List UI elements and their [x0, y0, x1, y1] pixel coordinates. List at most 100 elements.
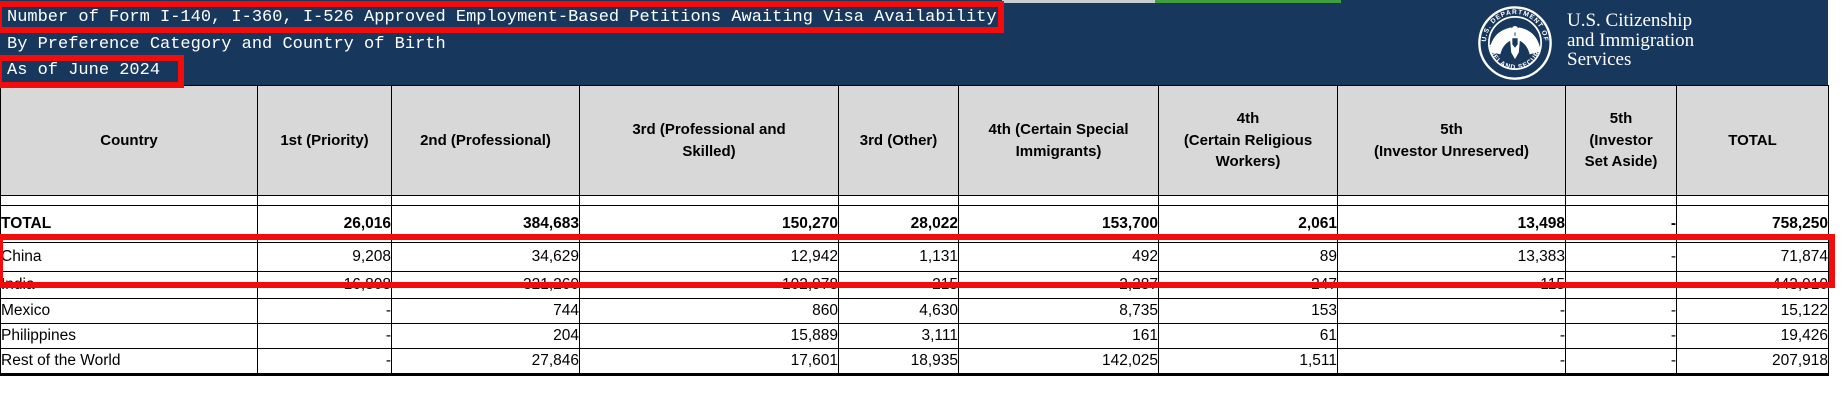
col-header-5th-8: 5th (Investor Set Aside): [1565, 85, 1677, 196]
col-header-country-0: Country: [0, 85, 258, 196]
spacer-cell: [579, 195, 839, 206]
cell-value: 12,942: [579, 242, 839, 272]
cell-value: 492: [958, 242, 1159, 272]
col-header-3rd-professional-and-3: 3rd (Professional and Skilled): [579, 85, 839, 196]
col-header-4th-6: 4th (Certain Religious Workers): [1158, 85, 1338, 196]
spacer-cell: [1337, 195, 1566, 206]
cell-value: 34,629: [391, 242, 580, 272]
cell-value: -: [1565, 205, 1677, 243]
cell-value: 204: [391, 323, 580, 349]
wordmark-line-2: and Immigration: [1567, 29, 1695, 51]
cell-value: 3,111: [838, 323, 959, 349]
cell-value: -: [257, 348, 392, 376]
wordmark-line-1: U.S. Citizenship: [1567, 10, 1693, 31]
row-philippines: Philippines -204 15,889 3,111 161 61- -19,426: [0, 323, 1829, 349]
cell-country: Mexico: [0, 298, 258, 324]
cell-country: India: [0, 271, 258, 299]
cell-value: 17,601: [579, 348, 839, 376]
cell-value: 153,700: [958, 205, 1159, 243]
col-header-4th-certain-special-5: 4th (Certain Special Immigrants): [958, 85, 1159, 196]
cell-value: 26,016: [257, 205, 392, 243]
cell-value: 744: [391, 298, 580, 324]
seal-shield: [1512, 38, 1518, 48]
col-header-total-9: TOTAL: [1676, 85, 1829, 196]
cell-value: -: [1337, 323, 1566, 349]
cell-country: TOTAL: [0, 205, 258, 243]
cell-value: 1,511: [1158, 348, 1338, 376]
cell-value: 207,918: [1676, 348, 1829, 376]
spacer-cell: [1158, 195, 1338, 206]
row-total: TOTAL 26,016 384,683 150,270 28,022 153,700 2,…: [0, 205, 1829, 243]
petition-table: Country 1st (Priority) 2nd (Professional) 3…: [0, 85, 1829, 376]
report-date: As of June 2024: [7, 61, 161, 80]
cell-value: 89: [1158, 242, 1338, 272]
col-header-3rd-other-4: 3rd (Other): [838, 85, 959, 196]
cell-value: 161: [958, 323, 1159, 349]
report-subtitle: By Preference Category and Country of Bi…: [7, 35, 446, 54]
cell-value: 150,270: [579, 205, 839, 243]
cell-value: -: [1337, 298, 1566, 324]
cell-value: -: [257, 298, 392, 324]
row-mexico: Mexico -744 860 4,630 8,735 153- -15,122: [0, 298, 1829, 324]
cell-value: 860: [579, 298, 839, 324]
spacer-cell: [0, 195, 258, 206]
cell-value: 8,735: [958, 298, 1159, 324]
cell-value: -: [1565, 298, 1677, 324]
seal-inner-ring: [1488, 16, 1542, 70]
cell-value: 19,426: [1676, 323, 1829, 349]
cell-country: Philippines: [0, 323, 258, 349]
cell-value: 15,889: [579, 323, 839, 349]
petition-table-body: TOTAL 26,016 384,683 150,270 28,022 153,700 2,…: [0, 195, 1829, 376]
col-header-2nd-professional-2: 2nd (Professional): [391, 85, 580, 196]
cell-value: 443,910: [1676, 271, 1829, 299]
row-china: China 9,208 34,629 12,942 1,131 492 89 13,383-7…: [0, 242, 1829, 272]
spacer-cell: [1565, 195, 1677, 206]
cell-value: 16,808: [257, 271, 392, 299]
spacer-cell: [1676, 195, 1829, 206]
petition-table-head: Country 1st (Priority) 2nd (Professional) 3…: [0, 85, 1829, 196]
report-title: Number of Form I-140, I-360, I-526 Appro…: [7, 8, 997, 27]
cell-value: 28,022: [838, 205, 959, 243]
cell-value: 1,131: [838, 242, 959, 272]
cell-value: 71,874: [1676, 242, 1829, 272]
col-header-1st-priority-1: 1st (Priority): [257, 85, 392, 196]
cell-value: 247: [1158, 271, 1338, 299]
cell-value: -: [1337, 348, 1566, 376]
cell-value: 153: [1158, 298, 1338, 324]
cell-value: 18,935: [838, 348, 959, 376]
cell-value: 384,683: [391, 205, 580, 243]
dhs-seal-icon: U.S. DEPARTMENT OF HOMELAND SECURITY: [1477, 5, 1552, 80]
cell-value: -: [257, 323, 392, 349]
cell-value: -: [1565, 323, 1677, 349]
cell-value: 15,122: [1676, 298, 1829, 324]
wordmark-line-3: Services: [1567, 49, 1632, 70]
cell-value: 115: [1337, 271, 1566, 299]
row-rest-of-the-world: Rest of the World -27,846 17,601 18,935 142,…: [0, 348, 1829, 376]
cell-value: -: [1565, 271, 1677, 299]
cell-value: 27,846: [391, 348, 580, 376]
cell-value: 4,630: [838, 298, 959, 324]
cell-value: -: [1565, 348, 1677, 376]
header-row: Country 1st (Priority) 2nd (Professional) 3…: [0, 85, 1829, 196]
spacer-cell: [391, 195, 580, 206]
spacer-row: [0, 195, 1829, 206]
cell-value: 13,498: [1337, 205, 1566, 243]
cell-value: 13,383: [1337, 242, 1566, 272]
top-edge-green-strip: [1155, 0, 1341, 3]
cell-value: 9,208: [257, 242, 392, 272]
cell-value: 2,287: [958, 271, 1159, 299]
cell-country: Rest of the World: [0, 348, 258, 376]
cell-value: 61: [1158, 323, 1338, 349]
row-india: India 16,808 321,260 102,978 215 2,287 247 115-…: [0, 271, 1829, 299]
report-header: Number of Form I-140, I-360, I-526 Appro…: [0, 0, 1828, 85]
cell-country: China: [0, 242, 258, 272]
cell-value: 2,061: [1158, 205, 1338, 243]
cell-value: 215: [838, 271, 959, 299]
spacer-cell: [838, 195, 959, 206]
cell-value: -: [1565, 242, 1677, 272]
top-edge-gray-strip: [1002, 0, 1155, 3]
cell-value: 142,025: [958, 348, 1159, 376]
cell-value: 758,250: [1676, 205, 1829, 243]
uscis-wordmark: U.S. Citizenship and Immigration Service…: [1567, 11, 1694, 70]
